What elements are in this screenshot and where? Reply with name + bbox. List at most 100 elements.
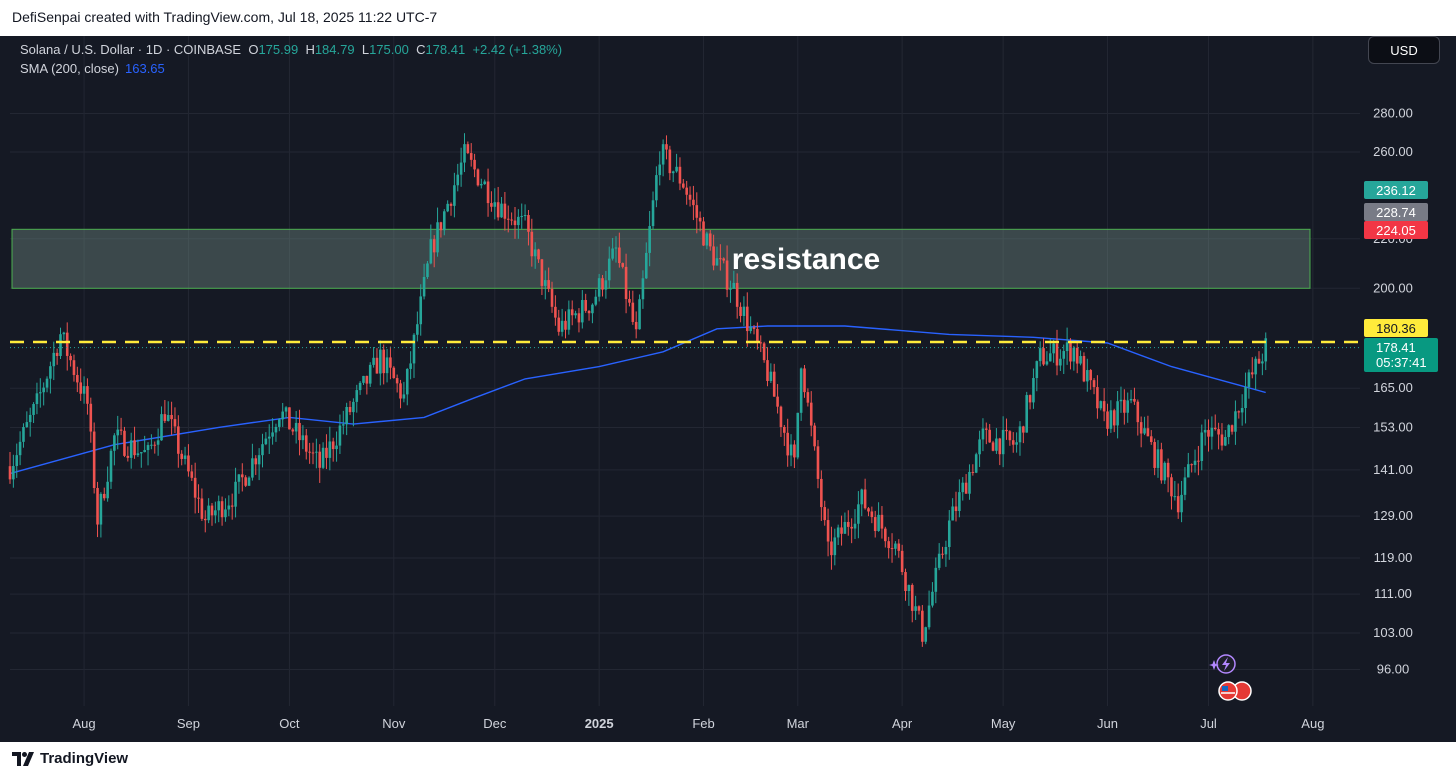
candle	[106, 466, 109, 502]
candle	[446, 200, 449, 213]
legend-sma-row[interactable]: SMA (200, close) 163.65	[20, 59, 562, 78]
candle	[473, 153, 476, 178]
candle	[254, 455, 258, 475]
candle-body	[739, 306, 742, 316]
candle-body	[247, 477, 251, 486]
candle	[799, 367, 803, 421]
candle-body	[513, 220, 517, 226]
candle-body	[1160, 449, 1163, 481]
legend-ohlc-row[interactable]: Solana / U.S. Dollar · 1D · COINBASE O17…	[20, 40, 562, 59]
candle	[1089, 368, 1092, 390]
candle-body	[894, 543, 897, 549]
candle-body	[517, 216, 520, 226]
candle	[682, 179, 685, 189]
candle-body	[288, 407, 291, 430]
candle	[1099, 400, 1103, 411]
candle-body	[708, 233, 712, 247]
candle-body	[877, 514, 880, 531]
candle	[1190, 463, 1193, 473]
candle	[968, 464, 971, 500]
candle	[143, 435, 146, 453]
candle-body	[574, 313, 577, 316]
y-tick-label: 260.00	[1373, 144, 1413, 159]
candle	[318, 444, 322, 483]
candle	[395, 374, 399, 393]
candle-body	[1048, 353, 1052, 362]
legend-close-label: C	[416, 42, 426, 57]
y-tick-label: 129.00	[1373, 508, 1413, 523]
candle-body	[1210, 427, 1214, 437]
candle-body	[304, 435, 308, 452]
candle-body	[1163, 462, 1167, 481]
candle-body	[567, 309, 571, 330]
candle	[614, 236, 618, 263]
candle-body	[607, 258, 611, 281]
chart-panel[interactable]: resistance 96.00 103.00 111.00 119.00 129.00…	[0, 36, 1456, 742]
candle-body	[1025, 395, 1029, 433]
candle	[1234, 400, 1237, 445]
candle	[884, 526, 887, 548]
candle-body	[1197, 460, 1200, 462]
candle-body	[729, 288, 732, 290]
candle	[816, 440, 820, 489]
candle	[719, 244, 722, 271]
candle	[914, 595, 917, 620]
candle-body	[291, 429, 295, 432]
candle-body	[365, 375, 369, 384]
candle	[264, 432, 268, 446]
candle-body	[210, 505, 214, 516]
currency-button[interactable]: USD	[1368, 36, 1440, 64]
tradingview-logo[interactable]: TradingView	[12, 750, 128, 767]
candle-body	[1052, 343, 1055, 354]
candle-body	[1045, 361, 1049, 365]
candle	[193, 462, 197, 514]
candle	[1149, 430, 1153, 445]
candle-body	[183, 455, 187, 459]
candle-body	[651, 200, 655, 227]
candle-body	[321, 447, 325, 468]
candle	[119, 417, 123, 436]
candle	[961, 477, 965, 501]
candle-body	[426, 263, 429, 277]
x-tick-label: Sep	[177, 716, 200, 731]
candle-body	[1149, 436, 1153, 443]
candle	[594, 289, 598, 307]
candle-body	[550, 288, 554, 307]
candle-body	[193, 477, 197, 498]
candle	[439, 221, 443, 238]
tag-236: 236.12	[1364, 181, 1428, 199]
candle	[133, 426, 136, 459]
candle-body	[624, 266, 628, 300]
candle-body	[809, 402, 813, 426]
candle-body	[469, 153, 473, 160]
candle	[271, 418, 274, 445]
candle-body	[116, 429, 120, 436]
candle-body	[682, 183, 685, 188]
chart-credit: DefiSenpai created with TradingView.com,…	[12, 9, 438, 25]
event-icons[interactable]	[1209, 654, 1252, 701]
candle	[648, 211, 651, 267]
candle	[830, 526, 833, 570]
candle-body	[735, 282, 739, 307]
legend-symbol[interactable]: Solana / U.S. Dollar · 1D · COINBASE	[20, 42, 242, 57]
x-tick-label: Jun	[1097, 716, 1118, 731]
candle	[846, 510, 850, 536]
candle	[1005, 418, 1008, 440]
candle	[809, 391, 813, 437]
candle	[227, 495, 231, 517]
candle	[291, 428, 295, 436]
resistance-zone[interactable]	[11, 228, 1311, 289]
legend-sma-label[interactable]: SMA (200, close)	[20, 61, 119, 76]
candle	[1213, 414, 1217, 431]
candle-body	[655, 175, 658, 201]
candle-body	[1069, 342, 1072, 362]
x-tick-label: Nov	[382, 716, 406, 731]
candle	[796, 412, 800, 460]
candle-body	[180, 453, 183, 459]
price-chart[interactable]: resistance 96.00 103.00 111.00 119.00 129.00…	[0, 36, 1456, 742]
candle	[567, 300, 571, 335]
candle-body	[480, 184, 483, 186]
candle-body	[564, 320, 567, 330]
candle	[345, 402, 348, 436]
candle	[207, 498, 210, 524]
